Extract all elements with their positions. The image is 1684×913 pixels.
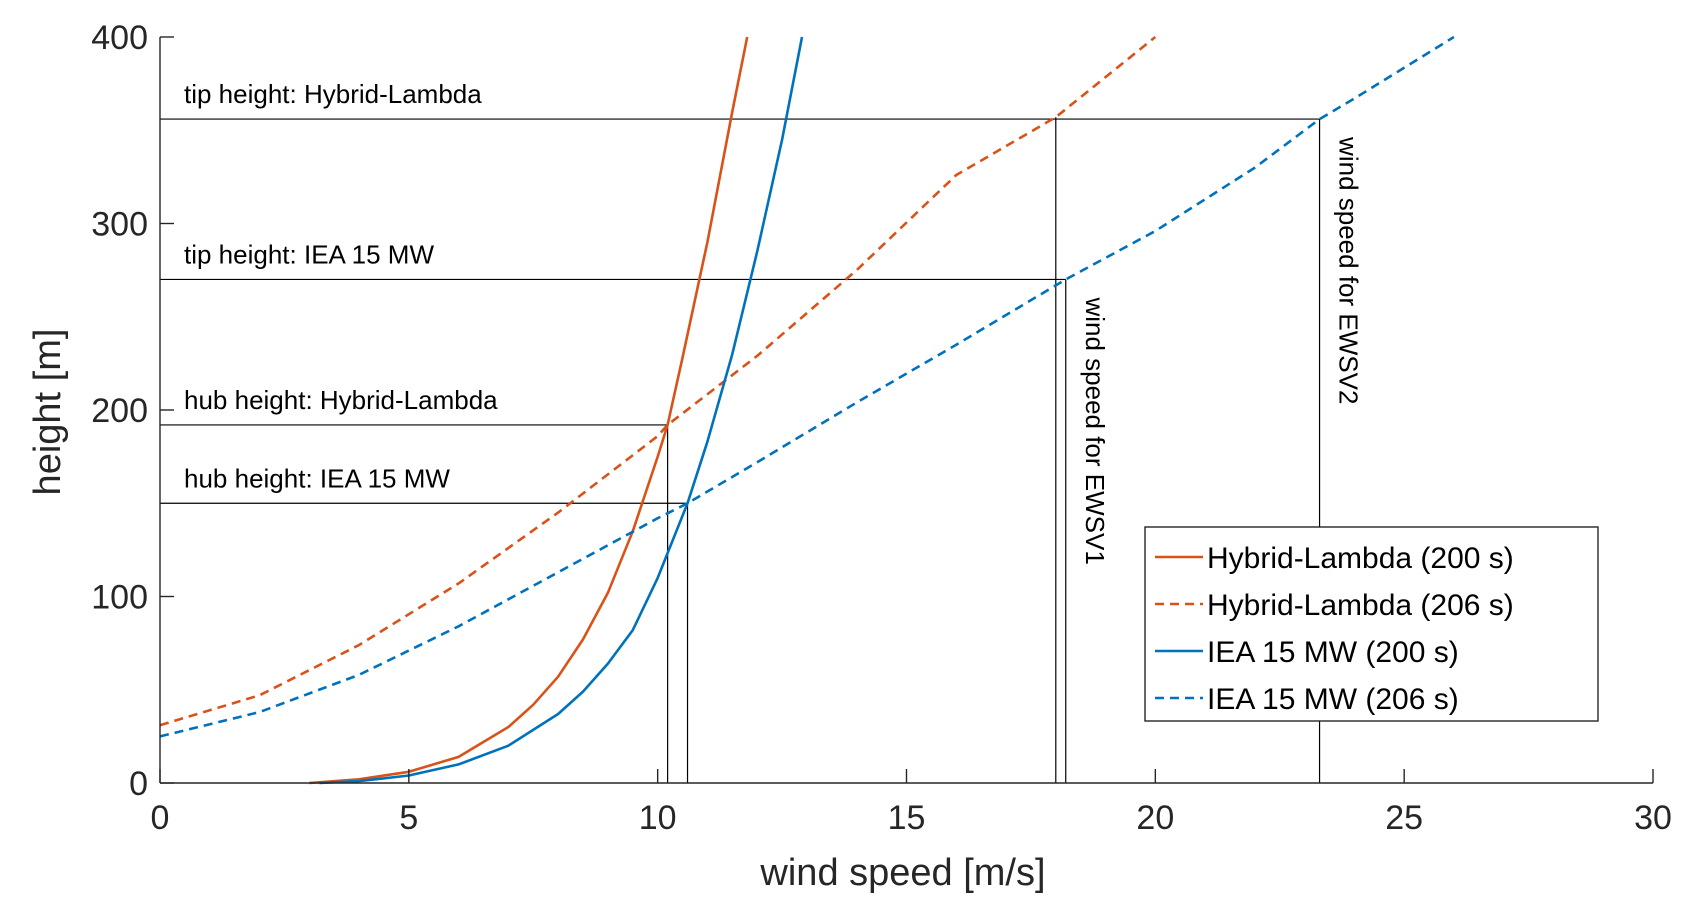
y-tick-label: 200: [91, 392, 148, 430]
y-tick-label: 300: [91, 206, 148, 244]
legend-label: IEA 15 MW (206 s): [1207, 683, 1459, 716]
legend-label: Hybrid-Lambda (200 s): [1207, 542, 1514, 575]
y-tick-label: 100: [91, 579, 148, 617]
legend: Hybrid-Lambda (200 s) Hybrid-Lambda (206 …: [1144, 526, 1599, 722]
x-tick-label: 20: [1136, 799, 1174, 837]
reference-line-label: hub height: IEA 15 MW: [184, 463, 450, 493]
reference-line-label: wind speed for EWSV2: [1334, 136, 1364, 404]
series-line-0: [309, 36, 749, 785]
reference-line-label: tip height: IEA 15 MW: [184, 239, 434, 269]
y-axis-label: height [m]: [27, 329, 69, 496]
reference-line-label: wind speed for EWSV1: [1080, 296, 1110, 564]
x-tick-label: 25: [1385, 799, 1423, 837]
series-line-1: [159, 35, 1157, 727]
y-tick-label: 0: [129, 765, 148, 803]
reference-lines: [160, 117, 1321, 783]
annotations: tip height: Hybrid-Lambda tip height: IEA…: [184, 79, 1364, 565]
series-line-3: [159, 35, 1455, 738]
x-tick-label: 10: [639, 799, 677, 837]
reference-line-label: tip height: Hybrid-Lambda: [184, 79, 482, 109]
x-axis-label: wind speed [m/s]: [759, 852, 1045, 894]
y-tick-label: 400: [91, 19, 148, 57]
legend-label: IEA 15 MW (200 s): [1207, 636, 1459, 669]
x-tick-label: 15: [888, 799, 926, 837]
data-series: [159, 35, 1455, 785]
legend-box: [1144, 526, 1599, 722]
x-tick-label: 30: [1634, 799, 1672, 837]
x-tick-label: 0: [151, 799, 170, 837]
legend-label: Hybrid-Lambda (206 s): [1207, 589, 1514, 622]
reference-line-label: hub height: Hybrid-Lambda: [184, 385, 498, 415]
series-line-2: [319, 36, 804, 785]
x-tick-label: 5: [399, 799, 418, 837]
